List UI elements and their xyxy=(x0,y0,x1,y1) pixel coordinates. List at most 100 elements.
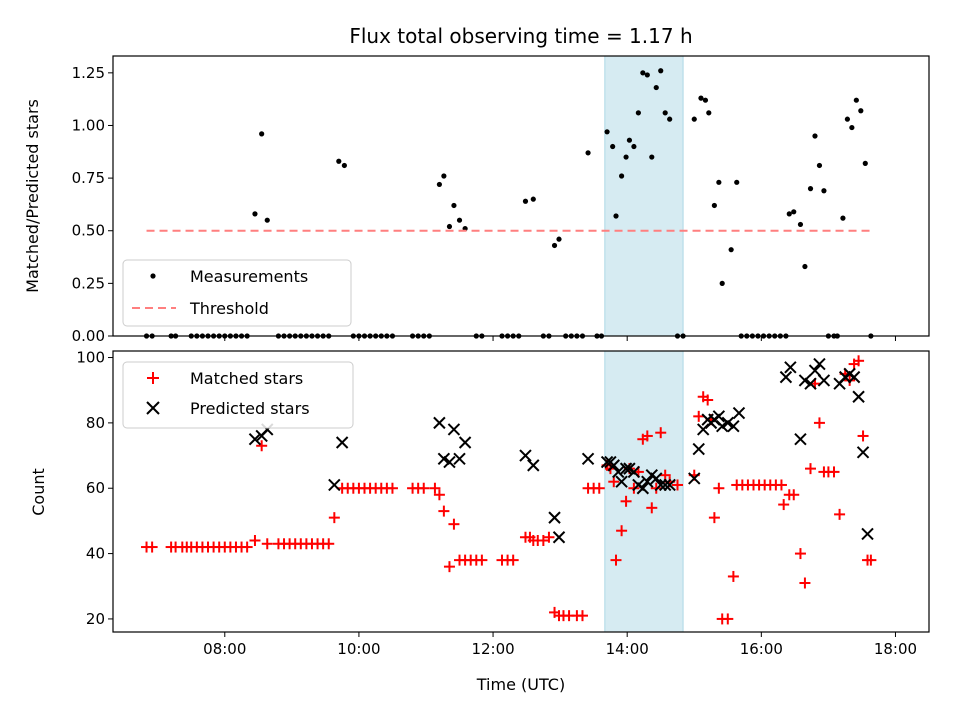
measurement-point xyxy=(658,68,664,74)
matched-star-point xyxy=(543,531,555,543)
predicted-star-point xyxy=(712,410,726,423)
measurement-point xyxy=(336,158,342,164)
matched-star-point xyxy=(727,570,739,582)
top-y-ticks: 0.00 0.25 0.50 0.75 1.00 1.25 xyxy=(72,64,113,345)
measurement-point xyxy=(556,236,562,242)
predicted-star-point xyxy=(721,416,735,430)
measurement-point xyxy=(807,186,814,192)
measurement-point xyxy=(849,124,855,131)
y-tick-label: 60 xyxy=(86,479,105,497)
measurement-point xyxy=(667,116,673,122)
legend-matched: Matched stars xyxy=(190,369,303,388)
matched-star-point xyxy=(805,463,817,475)
measurement-point xyxy=(252,211,258,217)
y-tick-label: 100 xyxy=(76,349,105,367)
matched-star-point xyxy=(834,508,846,520)
matched-star-point xyxy=(593,482,605,494)
measurement-point xyxy=(451,202,457,209)
x-tick-label: 18:00 xyxy=(874,640,917,658)
predicted-star-point xyxy=(813,357,826,371)
predicted-star-point xyxy=(732,406,746,420)
predicted-star-point xyxy=(600,455,614,469)
y-tick-label: 1.00 xyxy=(72,116,105,134)
predicted-star-point xyxy=(715,419,729,433)
measurement-point xyxy=(631,143,637,150)
matched-star-point xyxy=(608,476,620,488)
measurement-point xyxy=(698,95,704,101)
matched-star-point xyxy=(146,541,158,553)
y-tick-label: 80 xyxy=(86,414,105,432)
measurement-point xyxy=(456,217,463,223)
y-tick-label: 0.00 xyxy=(72,327,105,345)
predicted-star-point xyxy=(335,436,349,449)
measurement-point xyxy=(436,181,442,188)
matched-star-point xyxy=(386,482,398,494)
x-tick-label: 08:00 xyxy=(203,640,246,658)
bottom-y-axis-label: Count xyxy=(29,468,48,516)
matched-star-point xyxy=(610,554,622,566)
predicted-star-point xyxy=(808,364,822,377)
measurements-legend-marker xyxy=(150,273,156,279)
top-marks xyxy=(143,68,874,339)
predicted-star-point xyxy=(688,472,701,485)
measurement-point xyxy=(711,202,717,209)
measurement-point xyxy=(619,173,625,179)
matched-star-point xyxy=(641,430,653,442)
measurement-point xyxy=(716,179,722,185)
matched-star-point xyxy=(616,525,628,537)
predicted-star-point xyxy=(433,416,446,430)
y-tick-label: 40 xyxy=(86,545,105,563)
matched-star-point xyxy=(708,512,720,524)
legend-predicted: Predicted stars xyxy=(190,399,310,418)
measurement-point xyxy=(259,131,265,137)
matched-star-point xyxy=(813,417,825,429)
top-panel: 0.00 0.25 0.50 0.75 1.00 1.25 Flux total obse… xyxy=(23,24,930,345)
legend-measurements: Measurements xyxy=(190,267,308,286)
measurement-point xyxy=(786,211,792,217)
matched-star-point xyxy=(438,505,450,517)
predicted-star-point xyxy=(619,462,633,475)
measurement-point xyxy=(662,110,668,116)
predicted-star-point xyxy=(847,370,861,384)
matched-star-point xyxy=(702,394,714,406)
x-tick-label: 12:00 xyxy=(471,640,514,658)
matched-star-point xyxy=(241,541,253,553)
predicted-star-point xyxy=(612,465,625,479)
matched-star-point xyxy=(249,535,261,547)
measurement-point xyxy=(840,215,846,221)
matched-star-point xyxy=(775,479,787,491)
predicted-star-point xyxy=(856,446,870,459)
measurement-point xyxy=(613,213,619,219)
predicted-star-point xyxy=(527,459,540,472)
predicted-star-point xyxy=(607,459,620,472)
measurement-point xyxy=(719,280,725,286)
measurement-point xyxy=(734,179,740,185)
measurement-point xyxy=(791,209,797,215)
matched-star-point xyxy=(722,613,734,625)
measurement-point xyxy=(341,162,347,169)
predicted-legend-marker xyxy=(146,401,160,415)
measurement-point xyxy=(816,162,823,169)
measurement-point xyxy=(640,70,646,76)
measurement-point xyxy=(653,84,659,91)
predicted-star-point xyxy=(779,370,793,384)
matched-star-point xyxy=(507,554,519,566)
matched-star-point xyxy=(433,489,445,501)
top-x-ticks xyxy=(224,336,896,341)
predicted-star-point xyxy=(248,433,262,446)
measurement-point xyxy=(702,97,709,103)
measurement-point xyxy=(604,129,610,135)
predicted-star-point xyxy=(817,374,831,387)
highlight-span-top xyxy=(604,55,684,337)
predicted-star-point xyxy=(581,452,595,466)
predicted-star-point xyxy=(798,374,812,387)
matched-star-point xyxy=(323,538,335,550)
predicted-star-point xyxy=(458,436,472,449)
measurement-point xyxy=(264,217,270,223)
measurement-point xyxy=(691,116,697,122)
matched-star-point xyxy=(443,561,455,573)
matched-star-point xyxy=(620,495,632,507)
measurement-point xyxy=(610,143,616,150)
highlight-span-bottom xyxy=(604,350,684,633)
